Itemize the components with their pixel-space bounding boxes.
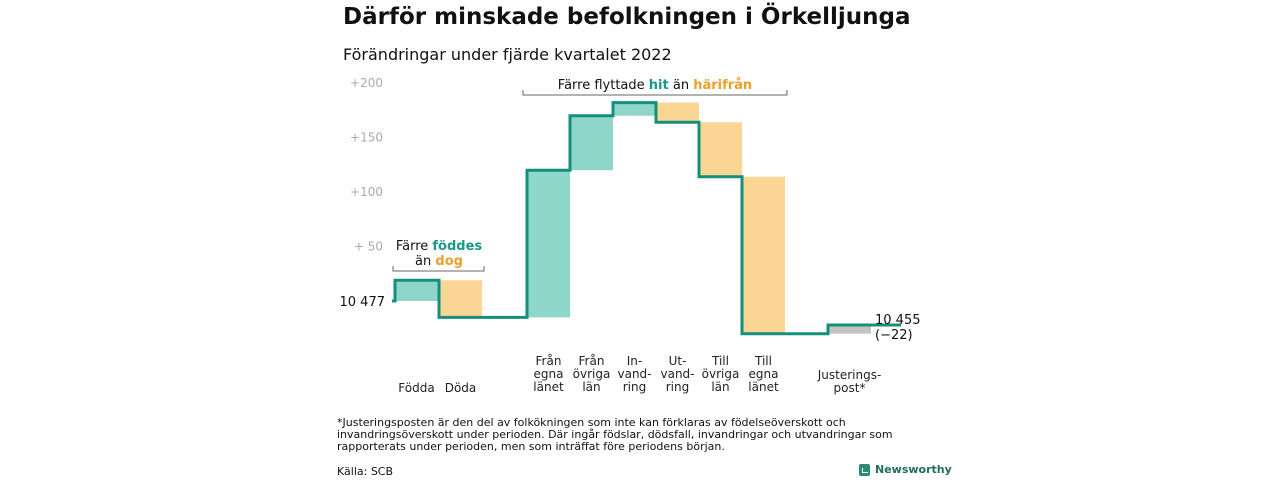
annotation-highlight-decrease: härifrån — [693, 78, 752, 93]
category-label: post* — [834, 381, 866, 395]
y-tick-label: + 50 — [354, 240, 383, 254]
annotation-text: än — [669, 78, 693, 93]
category-label: Döda — [445, 381, 477, 395]
waterfall-bar — [439, 280, 482, 318]
waterfall-bar — [613, 102, 656, 116]
waterfall-bar — [828, 324, 871, 334]
category-label: Justerings- — [817, 368, 882, 382]
waterfall-bar — [742, 176, 785, 334]
category-label: Från — [536, 354, 562, 368]
end-change-label: (−22) — [875, 328, 913, 343]
y-tick-label: +200 — [350, 76, 383, 90]
annotation-highlight-increase: hit — [649, 78, 669, 93]
newsworthy-icon — [859, 463, 870, 476]
logo-text: Newsworthy — [875, 463, 952, 476]
category-label: övriga — [573, 367, 611, 381]
newsworthy-logo: Newsworthy — [859, 463, 952, 476]
waterfall-bar — [656, 102, 699, 123]
category-label: län — [711, 380, 729, 394]
category-label: egna — [749, 367, 779, 381]
waterfall-bar — [527, 170, 570, 318]
category-label: In- — [627, 354, 642, 368]
births-annotation-line2: än dog — [415, 254, 463, 269]
waterfall-bar — [395, 280, 438, 301]
category-label: vand- — [660, 367, 694, 381]
chart-title: Därför minskade befolkningen i Örkelljun… — [343, 4, 911, 30]
annotation-highlight-increase: föddes — [432, 239, 482, 254]
annotation-text: Färre flyttade — [558, 78, 649, 93]
annotation-highlight-decrease: dog — [435, 254, 463, 269]
waterfall-chart: + 50 +100 +150 +200 10 477 10 455(−22) Födda Dö… — [340, 76, 921, 395]
category-label: ring — [666, 380, 690, 394]
category-label: länet — [748, 380, 779, 394]
migration-annotation: Färre flyttade hit än härifrån — [558, 78, 752, 93]
category-label: länet — [533, 380, 564, 394]
start-value-label: 10 477 — [340, 295, 386, 310]
category-label: egna — [534, 367, 564, 381]
end-value-label: 10 455 — [875, 313, 921, 328]
migration-annotation-bracket — [522, 90, 788, 96]
births-annotation-line1: Färre föddes — [396, 239, 483, 254]
category-label: Till — [711, 354, 729, 368]
y-tick-label: +150 — [350, 131, 383, 145]
category-label: län — [582, 380, 600, 394]
annotation-text: än — [415, 254, 435, 269]
footnote: *Justeringsposten är den del av folkökni… — [337, 416, 893, 453]
category-label: ring — [623, 380, 647, 394]
category-label: Till — [754, 354, 772, 368]
category-label: Ut- — [669, 354, 687, 368]
waterfall-step-line — [392, 101, 901, 336]
births-annotation-bracket — [392, 266, 485, 272]
chart-subtitle: Förändringar under fjärde kvartalet 2022 — [343, 45, 672, 64]
category-label: vand- — [617, 367, 651, 381]
category-label: övriga — [702, 367, 740, 381]
y-tick-label: +100 — [350, 185, 383, 199]
waterfall-bar — [699, 122, 742, 177]
annotation-text: Färre — [396, 239, 433, 254]
source-note: Källa: SCB — [337, 465, 394, 478]
category-label: Födda — [398, 381, 434, 395]
category-label: Från — [579, 354, 605, 368]
waterfall-bar — [570, 115, 613, 171]
